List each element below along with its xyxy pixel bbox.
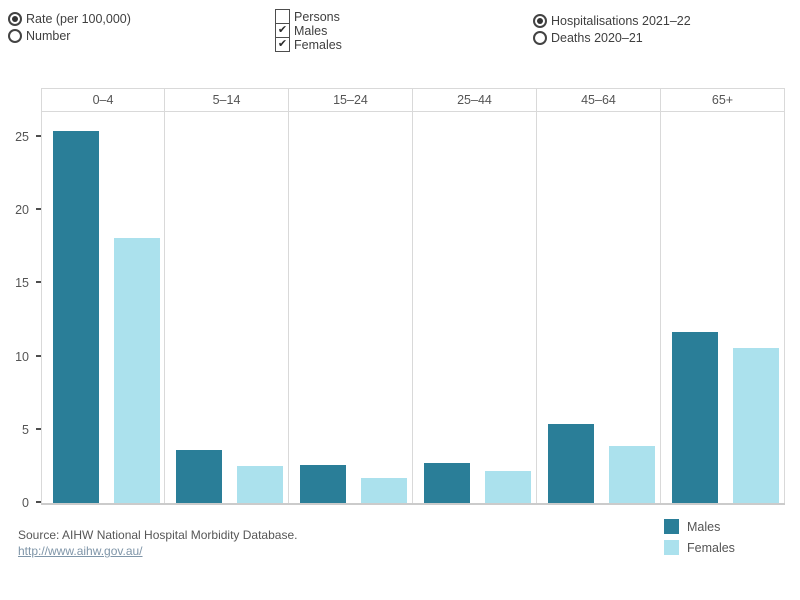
radio-option-deaths[interactable]: Deaths 2020–21: [533, 29, 691, 46]
sex-checkbox-group: Persons Males Females: [275, 9, 342, 52]
legend-item-females[interactable]: Females: [664, 537, 735, 558]
bar-females-5-14[interactable]: [237, 466, 283, 503]
bar-females-0-4[interactable]: [114, 238, 160, 503]
bar-males-65+[interactable]: [672, 332, 718, 503]
males-color-swatch: [664, 519, 679, 534]
y-axis-tick-mark: [36, 134, 41, 137]
age-group-panel: [289, 112, 413, 503]
bar-females-45-64[interactable]: [609, 446, 655, 503]
checkbox-icon[interactable]: [275, 9, 290, 24]
y-axis-tick-label: 25: [15, 129, 29, 144]
measure-radio-group: Hospitalisations 2021–22 Deaths 2020–21: [533, 12, 691, 46]
bar-males-45-64[interactable]: [548, 424, 594, 503]
radio-option-rate[interactable]: Rate (per 100,000): [8, 10, 131, 27]
bar-chart-plot-area: [41, 112, 785, 505]
source-text: Source: AIHW National Hospital Morbidity…: [18, 528, 298, 542]
bar-males-0-4[interactable]: [53, 131, 99, 503]
radio-option-label: Deaths 2020–21: [551, 30, 643, 45]
bar-males-15-24[interactable]: [300, 465, 346, 503]
age-group-panel: [41, 112, 165, 503]
y-axis-tick-label: 0: [22, 496, 29, 510]
age-group-panel: [413, 112, 537, 503]
y-axis-tick-label: 20: [15, 203, 29, 218]
checkbox-option-label: Females: [294, 37, 342, 52]
checkbox-option-label: Persons: [294, 9, 340, 24]
column-header-age-group: 65+: [661, 89, 785, 111]
y-axis-tick-label: 5: [22, 422, 29, 437]
source-link[interactable]: http://www.aihw.gov.au/: [18, 544, 143, 558]
bar-females-65+[interactable]: [733, 348, 779, 503]
legend-item-males[interactable]: Males: [664, 516, 735, 537]
y-axis-tick-mark: [36, 208, 41, 211]
metric-radio-group: Rate (per 100,000) Number: [8, 10, 131, 44]
bar-males-25-44[interactable]: [424, 463, 470, 503]
radio-button-icon[interactable]: [8, 11, 22, 26]
bar-males-5-14[interactable]: [176, 450, 222, 503]
radio-option-hospitalisations[interactable]: Hospitalisations 2021–22: [533, 12, 691, 29]
bar-females-25-44[interactable]: [485, 471, 531, 503]
y-axis-tick-label: 15: [15, 276, 29, 291]
y-axis-tick-label: 10: [15, 349, 29, 364]
y-axis-tick-mark: [36, 427, 41, 430]
y-axis-tick-mark: [36, 354, 41, 357]
y-axis-tick-mark: [36, 501, 41, 503]
age-group-panel: [661, 112, 785, 503]
column-header-age-group: 25–44: [413, 89, 537, 111]
age-group-header-row: 0–4 5–14 15–24 25–44 45–64 65+: [41, 88, 785, 112]
checkbox-icon[interactable]: [275, 23, 290, 38]
column-header-age-group: 45–64: [537, 89, 661, 111]
radio-button-icon[interactable]: [533, 13, 547, 28]
radio-option-number[interactable]: Number: [8, 27, 131, 44]
bar-females-15-24[interactable]: [361, 478, 407, 503]
radio-option-label: Hospitalisations 2021–22: [551, 13, 691, 28]
females-color-swatch: [664, 540, 679, 555]
checkbox-icon[interactable]: [275, 37, 290, 52]
column-header-age-group: 5–14: [165, 89, 289, 111]
y-axis-tick-mark: [36, 281, 41, 284]
age-group-panel: [537, 112, 661, 503]
radio-option-label: Number: [26, 28, 71, 43]
radio-button-icon[interactable]: [533, 30, 547, 45]
legend-label: Males: [687, 519, 721, 534]
radio-option-label: Rate (per 100,000): [26, 11, 131, 26]
age-group-panel: [165, 112, 289, 503]
legend-label: Females: [687, 540, 735, 555]
chart-legend: Males Females: [664, 516, 735, 558]
checkbox-option-females[interactable]: Females: [275, 37, 342, 52]
checkbox-option-males[interactable]: Males: [275, 23, 342, 38]
column-header-age-group: 15–24: [289, 89, 413, 111]
column-header-age-group: 0–4: [41, 89, 165, 111]
checkbox-option-persons[interactable]: Persons: [275, 9, 342, 24]
checkbox-option-label: Males: [294, 23, 328, 38]
source-note: Source: AIHW National Hospital Morbidity…: [18, 527, 297, 559]
y-axis: 0 5 10 15 20 25: [0, 112, 41, 510]
radio-button-icon[interactable]: [8, 28, 22, 43]
